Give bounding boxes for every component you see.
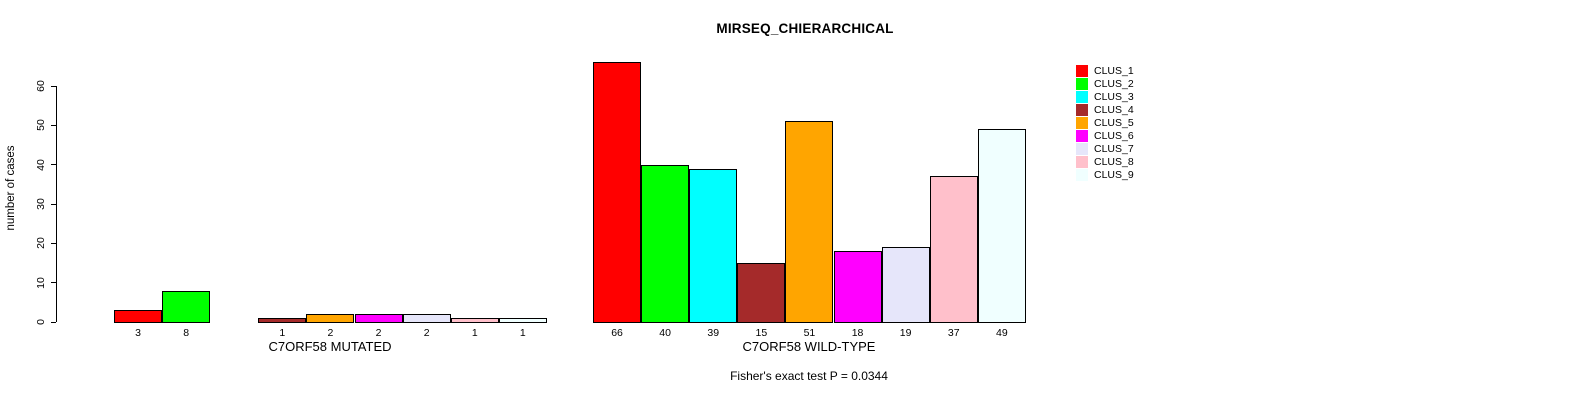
y-tick-label: 0 xyxy=(35,319,47,325)
y-tick-label: 50 xyxy=(35,119,47,132)
x-axis-label-mutated: C7ORF58 MUTATED xyxy=(268,339,392,354)
legend-item-clus_6: CLUS_6 xyxy=(1076,129,1134,142)
bar-value-label: 49 xyxy=(996,327,1008,339)
bar-value-label: 40 xyxy=(659,327,671,339)
legend-label: CLUS_1 xyxy=(1094,65,1134,78)
y-tick-label: 30 xyxy=(35,198,47,210)
bar-clus_6-mutated xyxy=(354,314,403,323)
bar-value-label: 37 xyxy=(947,327,960,339)
legend-swatch-clus_8 xyxy=(1076,155,1088,168)
bar-clus_5-wildtype xyxy=(785,121,834,323)
bar-clus_7-wildtype xyxy=(881,247,930,323)
bar-clus_9-mutated xyxy=(498,318,547,323)
legend-label: CLUS_5 xyxy=(1094,117,1134,129)
bar-value-label: 66 xyxy=(611,327,623,339)
legend-swatch-clus_1 xyxy=(1076,65,1088,78)
bar-value-label: 18 xyxy=(851,327,864,339)
bar-clus_8-wildtype xyxy=(929,176,978,323)
y-axis-line xyxy=(56,86,57,322)
bar-value-label: 39 xyxy=(707,327,720,339)
bar-value-label: 51 xyxy=(803,327,816,339)
legend-label: CLUS_4 xyxy=(1094,104,1134,117)
legend-swatch-clus_9 xyxy=(1076,168,1088,181)
y-tick-mark xyxy=(51,282,56,284)
legend-swatch-clus_4 xyxy=(1076,104,1088,117)
bar-value-label: 1 xyxy=(279,327,286,339)
legend-item-clus_2: CLUS_2 xyxy=(1076,78,1134,91)
y-tick-label: 60 xyxy=(35,80,47,92)
bar-value-label: 3 xyxy=(135,327,141,339)
bar-value-label: 8 xyxy=(183,327,190,339)
bar-clus_3-wildtype xyxy=(689,168,738,323)
legend-swatch-clus_6 xyxy=(1076,129,1088,142)
bar-value-label: 2 xyxy=(375,327,382,339)
bar-clus_1-wildtype xyxy=(593,62,642,323)
y-tick-label: 10 xyxy=(35,276,47,289)
y-tick-mark xyxy=(51,242,56,244)
legend-item-clus_1: CLUS_1 xyxy=(1076,65,1134,78)
y-tick-label: 20 xyxy=(35,237,47,250)
bar-clus_9-wildtype xyxy=(977,129,1026,323)
legend-item-clus_7: CLUS_7 xyxy=(1076,142,1134,155)
legend-swatch-clus_5 xyxy=(1076,117,1088,129)
legend-item-clus_4: CLUS_4 xyxy=(1076,104,1134,117)
bar-clus_2-wildtype xyxy=(641,164,690,323)
bar-clus_4-wildtype xyxy=(737,263,786,323)
bar-value-label: 1 xyxy=(471,327,478,339)
legend: CLUS_1 CLUS_2 CLUS_3 CLUS_4 CLUS_5 CLUS_6 CLUS… xyxy=(1076,65,1134,181)
bar-value-label: 1 xyxy=(519,327,526,339)
legend-label: CLUS_8 xyxy=(1094,155,1134,168)
bar-clus_8-mutated xyxy=(450,318,499,323)
y-tick-mark xyxy=(51,203,56,205)
legend-swatch-clus_7 xyxy=(1076,142,1088,155)
y-tick-mark xyxy=(51,164,56,166)
bar-value-label: 19 xyxy=(899,327,912,339)
y-tick-label: 40 xyxy=(35,158,47,171)
legend-label: CLUS_7 xyxy=(1094,142,1134,155)
bar-clus_2-mutated xyxy=(162,290,211,323)
bar-clus_1-mutated xyxy=(114,310,163,323)
legend-swatch-clus_3 xyxy=(1076,91,1088,104)
y-tick-mark xyxy=(51,321,56,323)
x-axis-label-wildtype: C7ORF58 WILD-TYPE xyxy=(742,339,876,354)
bar-value-label: 2 xyxy=(423,327,430,339)
legend-label: CLUS_3 xyxy=(1094,91,1134,104)
bar-value-label: 2 xyxy=(327,327,334,339)
bar-clus_5-mutated xyxy=(306,314,355,323)
y-tick-mark xyxy=(51,85,56,87)
legend-item-clus_9: CLUS_9 xyxy=(1076,168,1134,181)
legend-label: CLUS_6 xyxy=(1094,129,1134,142)
legend-label: CLUS_2 xyxy=(1094,78,1134,91)
y-axis-title: number of cases xyxy=(5,145,17,231)
bar-clus_6-wildtype xyxy=(833,251,882,323)
legend-item-clus_5: CLUS_5 xyxy=(1076,117,1134,130)
chart-title: MIRSEQ_CHIERARCHICAL xyxy=(716,21,894,36)
fisher-test-annotation: Fisher's exact test P = 0.0344 xyxy=(730,369,888,383)
bar-value-label: 15 xyxy=(755,327,768,339)
bar-clus_7-mutated xyxy=(402,314,451,323)
y-tick-mark xyxy=(51,124,56,126)
legend-swatch-clus_2 xyxy=(1076,78,1088,91)
legend-label: CLUS_9 xyxy=(1094,168,1134,181)
legend-item-clus_8: CLUS_8 xyxy=(1076,155,1134,168)
bar-clus_4-mutated xyxy=(258,318,307,323)
legend-item-clus_3: CLUS_3 xyxy=(1076,91,1134,104)
